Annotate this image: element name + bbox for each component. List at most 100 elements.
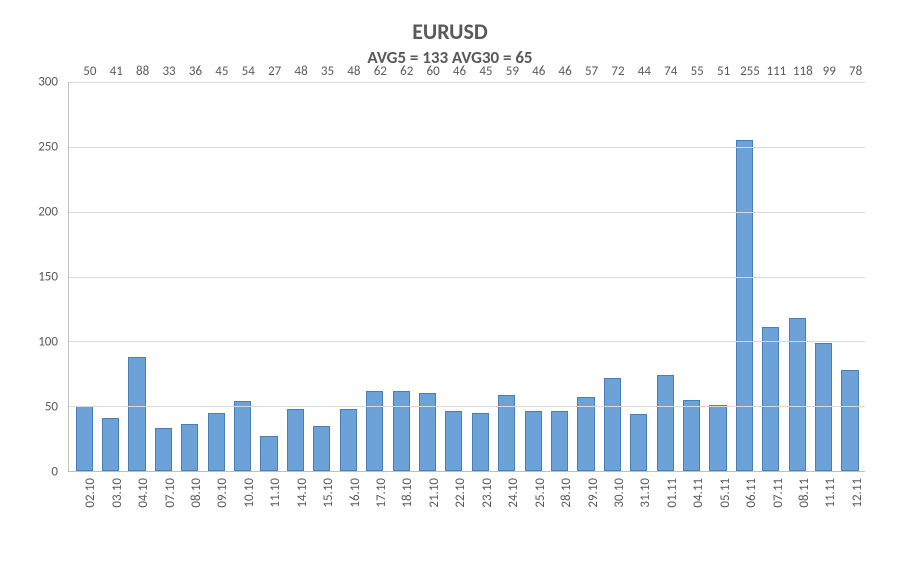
bar-value-label: 74 (658, 64, 684, 82)
x-label-slot: 01.11 (652, 472, 678, 562)
bar-value-label: 118 (790, 64, 816, 82)
bar: 60 (419, 393, 436, 471)
gridline (69, 147, 865, 148)
x-label-slot: 10.10 (229, 472, 255, 562)
bar: 41 (102, 418, 119, 471)
bar-value-label: 78 (842, 64, 868, 82)
bar: 46 (525, 411, 542, 471)
bar: 57 (577, 397, 594, 471)
bar: 55 (683, 400, 700, 471)
y-tick-label: 100 (26, 334, 58, 349)
bar: 54 (234, 401, 251, 471)
bar: 62 (393, 391, 410, 471)
gridline (69, 406, 865, 407)
x-label-slot: 08.10 (176, 472, 202, 562)
bar-value-label: 55 (684, 64, 710, 82)
bar-value-label: 41 (103, 64, 129, 82)
bar-value-label: 46 (446, 64, 472, 82)
gridline (69, 277, 865, 278)
plot-inner: 5041883336455427483548626260464559464657… (68, 82, 865, 472)
bar: 27 (260, 436, 277, 471)
y-tick-label: 250 (26, 139, 58, 154)
bar-value-label: 57 (578, 64, 604, 82)
bar-value-label: 46 (552, 64, 578, 82)
gridline (69, 82, 865, 83)
bar-chart: EURUSD AVG5 = 133 AVG30 = 65 05010015020… (0, 0, 900, 570)
x-label-slot: 12.11 (837, 472, 863, 562)
bar-value-label: 35 (314, 64, 340, 82)
x-label-slot: 04.11 (678, 472, 704, 562)
x-label-slot: 25.10 (519, 472, 545, 562)
y-tick-label: 200 (26, 204, 58, 219)
bar: 88 (128, 357, 145, 471)
x-label-slot: 05.11 (705, 472, 731, 562)
bar-value-label: 111 (763, 64, 789, 82)
bar: 62 (366, 391, 383, 471)
x-label-slot: 15.10 (308, 472, 334, 562)
x-label-slot: 02.10 (70, 472, 96, 562)
bar: 50 (76, 406, 93, 471)
bar: 48 (340, 409, 357, 471)
x-label-slot: 07.10 (149, 472, 175, 562)
x-label-slot: 09.10 (202, 472, 228, 562)
bar-value-label: 72 (605, 64, 631, 82)
bar: 45 (208, 413, 225, 471)
bar: 46 (551, 411, 568, 471)
bar: 33 (155, 428, 172, 471)
bar: 48 (287, 409, 304, 471)
plot-area: 050100150200250300 504188333645542748354… (68, 82, 865, 472)
x-label-slot: 06.11 (731, 472, 757, 562)
x-label-slot: 17.10 (361, 472, 387, 562)
y-tick-label: 300 (26, 75, 58, 90)
bar-value-label: 51 (710, 64, 736, 82)
bar-value-label: 99 (816, 64, 842, 82)
y-tick-label: 0 (26, 465, 58, 480)
x-axis-labels: 02.1003.1004.1007.1008.1009.1010.1011.10… (68, 472, 865, 562)
bar-value-label: 60 (420, 64, 446, 82)
x-label-slot: 23.10 (467, 472, 493, 562)
x-label-slot: 11.11 (810, 472, 836, 562)
bar-value-label: 45 (209, 64, 235, 82)
x-label-slot: 11.10 (255, 472, 281, 562)
bar: 74 (657, 375, 674, 471)
bar: 111 (762, 327, 779, 471)
x-label-slot: 08.11 (784, 472, 810, 562)
x-tick-label: 12.11 (850, 478, 865, 508)
bar-value-label: 88 (129, 64, 155, 82)
x-label-slot: 07.11 (757, 472, 783, 562)
bar-value-label: 48 (288, 64, 314, 82)
bar: 255 (736, 140, 753, 471)
bar: 51 (709, 405, 726, 471)
x-label-slot: 04.10 (123, 472, 149, 562)
bar-value-label: 45 (473, 64, 499, 82)
y-tick-label: 50 (26, 400, 58, 415)
x-label-slot: 14.10 (282, 472, 308, 562)
x-label-slot: 30.10 (599, 472, 625, 562)
bar: 78 (841, 370, 858, 471)
x-label-slot: 03.10 (96, 472, 122, 562)
bar: 46 (445, 411, 462, 471)
bar-value-label: 54 (235, 64, 261, 82)
bar: 44 (630, 414, 647, 471)
bar-value-label: 62 (367, 64, 393, 82)
x-label-slot: 29.10 (572, 472, 598, 562)
bar: 35 (313, 426, 330, 471)
gridline (69, 212, 865, 213)
bar-value-label: 46 (526, 64, 552, 82)
x-label-slot: 24.10 (493, 472, 519, 562)
y-axis-labels: 050100150200250300 (30, 82, 62, 472)
y-tick-label: 150 (26, 270, 58, 285)
chart-title: EURUSD (30, 18, 870, 45)
bar-value-label: 44 (631, 64, 657, 82)
bar-value-label: 48 (341, 64, 367, 82)
x-label-slot: 16.10 (334, 472, 360, 562)
bar-value-label: 33 (156, 64, 182, 82)
bar-value-label: 62 (394, 64, 420, 82)
x-label-slot: 22.10 (440, 472, 466, 562)
bar: 45 (472, 413, 489, 471)
bar-value-label: 50 (77, 64, 103, 82)
bar: 72 (604, 378, 621, 471)
bar-value-label: 27 (261, 64, 287, 82)
bar-value-label: 255 (737, 64, 763, 82)
x-label-slot: 18.10 (387, 472, 413, 562)
